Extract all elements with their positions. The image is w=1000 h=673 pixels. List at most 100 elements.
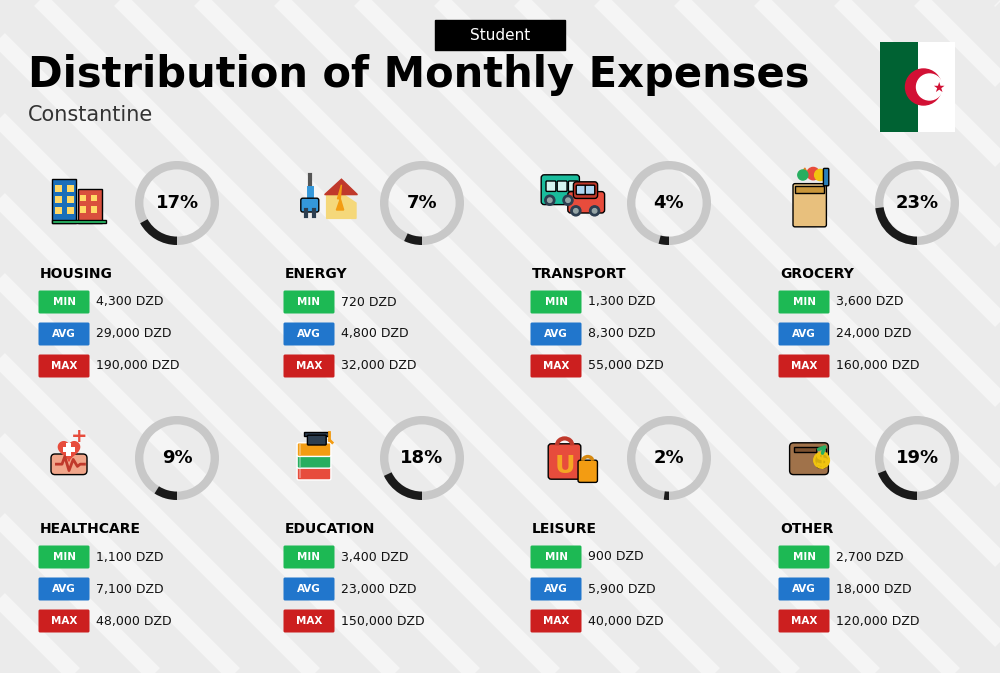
Bar bbox=[63, 448, 75, 452]
Bar bbox=[299, 468, 301, 479]
Text: AVG: AVG bbox=[792, 584, 816, 594]
FancyBboxPatch shape bbox=[284, 546, 334, 569]
Text: 190,000 DZD: 190,000 DZD bbox=[96, 359, 180, 372]
Text: 23,000 DZD: 23,000 DZD bbox=[341, 583, 416, 596]
Text: MAX: MAX bbox=[296, 616, 322, 626]
Wedge shape bbox=[659, 236, 669, 245]
Text: MIN: MIN bbox=[298, 552, 320, 562]
Wedge shape bbox=[875, 416, 959, 500]
FancyBboxPatch shape bbox=[530, 322, 582, 345]
Text: 7%: 7% bbox=[407, 194, 437, 212]
Text: AVG: AVG bbox=[297, 329, 321, 339]
Text: Student: Student bbox=[470, 28, 530, 42]
Circle shape bbox=[571, 206, 581, 216]
FancyBboxPatch shape bbox=[573, 182, 598, 199]
FancyBboxPatch shape bbox=[817, 448, 826, 468]
FancyBboxPatch shape bbox=[304, 432, 329, 436]
Text: 900 DZD: 900 DZD bbox=[588, 551, 644, 563]
Text: ★: ★ bbox=[932, 81, 945, 95]
FancyBboxPatch shape bbox=[52, 179, 76, 223]
FancyBboxPatch shape bbox=[530, 610, 582, 633]
FancyBboxPatch shape bbox=[78, 189, 102, 223]
FancyBboxPatch shape bbox=[38, 322, 90, 345]
Bar bbox=[67, 207, 74, 214]
Text: ENERGY: ENERGY bbox=[285, 267, 348, 281]
Wedge shape bbox=[380, 416, 464, 500]
Bar bbox=[67, 196, 74, 203]
Wedge shape bbox=[664, 491, 669, 500]
Text: 24,000 DZD: 24,000 DZD bbox=[836, 328, 912, 341]
Circle shape bbox=[807, 168, 819, 180]
Polygon shape bbox=[327, 194, 356, 219]
Text: $: $ bbox=[814, 450, 829, 470]
Text: 19%: 19% bbox=[895, 449, 939, 467]
Circle shape bbox=[548, 198, 552, 203]
Text: EDUCATION: EDUCATION bbox=[285, 522, 375, 536]
FancyBboxPatch shape bbox=[793, 184, 826, 227]
Text: 29,000 DZD: 29,000 DZD bbox=[96, 328, 172, 341]
Circle shape bbox=[798, 170, 808, 180]
Text: 120,000 DZD: 120,000 DZD bbox=[836, 614, 920, 627]
Polygon shape bbox=[325, 179, 357, 194]
Text: AVG: AVG bbox=[544, 584, 568, 594]
Text: MAX: MAX bbox=[791, 361, 817, 371]
FancyBboxPatch shape bbox=[38, 291, 90, 314]
FancyBboxPatch shape bbox=[284, 322, 334, 345]
Text: 4,800 DZD: 4,800 DZD bbox=[341, 328, 409, 341]
Text: 3,400 DZD: 3,400 DZD bbox=[341, 551, 409, 563]
Text: AVG: AVG bbox=[297, 584, 321, 594]
FancyBboxPatch shape bbox=[778, 355, 830, 378]
Bar bbox=[918, 42, 955, 132]
FancyBboxPatch shape bbox=[557, 181, 567, 191]
Text: 8,300 DZD: 8,300 DZD bbox=[588, 328, 656, 341]
Text: MIN: MIN bbox=[792, 552, 816, 562]
Text: MAX: MAX bbox=[543, 616, 569, 626]
Text: MIN: MIN bbox=[792, 297, 816, 307]
Text: 48,000 DZD: 48,000 DZD bbox=[96, 614, 172, 627]
Text: 150,000 DZD: 150,000 DZD bbox=[341, 614, 425, 627]
Text: 9%: 9% bbox=[162, 449, 192, 467]
Wedge shape bbox=[627, 161, 711, 245]
Wedge shape bbox=[627, 416, 711, 500]
Text: HEALTHCARE: HEALTHCARE bbox=[40, 522, 141, 536]
Text: MIN: MIN bbox=[52, 552, 76, 562]
Polygon shape bbox=[336, 185, 344, 210]
Text: GROCERY: GROCERY bbox=[780, 267, 854, 281]
FancyBboxPatch shape bbox=[530, 546, 582, 569]
Text: 160,000 DZD: 160,000 DZD bbox=[836, 359, 920, 372]
Text: MAX: MAX bbox=[791, 616, 817, 626]
Circle shape bbox=[566, 198, 570, 203]
Text: 18%: 18% bbox=[400, 449, 444, 467]
FancyBboxPatch shape bbox=[823, 168, 829, 186]
Text: 720 DZD: 720 DZD bbox=[341, 295, 397, 308]
FancyBboxPatch shape bbox=[568, 181, 578, 191]
Bar bbox=[80, 207, 86, 213]
Circle shape bbox=[592, 209, 597, 213]
Text: 18,000 DZD: 18,000 DZD bbox=[836, 583, 912, 596]
Text: 5,900 DZD: 5,900 DZD bbox=[588, 583, 656, 596]
FancyBboxPatch shape bbox=[530, 355, 582, 378]
FancyBboxPatch shape bbox=[301, 199, 319, 212]
Text: MAX: MAX bbox=[51, 361, 77, 371]
Text: 1,300 DZD: 1,300 DZD bbox=[588, 295, 656, 308]
Circle shape bbox=[916, 74, 942, 100]
Wedge shape bbox=[140, 219, 177, 245]
Wedge shape bbox=[384, 472, 422, 500]
Wedge shape bbox=[875, 207, 917, 245]
Bar bbox=[55, 185, 62, 192]
Text: MAX: MAX bbox=[51, 616, 77, 626]
Text: 3,600 DZD: 3,600 DZD bbox=[836, 295, 904, 308]
FancyBboxPatch shape bbox=[51, 454, 87, 474]
Polygon shape bbox=[58, 441, 80, 461]
FancyBboxPatch shape bbox=[284, 291, 334, 314]
FancyBboxPatch shape bbox=[284, 610, 334, 633]
Wedge shape bbox=[154, 487, 177, 500]
Wedge shape bbox=[135, 161, 219, 245]
FancyBboxPatch shape bbox=[794, 447, 824, 452]
FancyBboxPatch shape bbox=[576, 185, 586, 194]
Text: 23%: 23% bbox=[895, 194, 939, 212]
Text: AVG: AVG bbox=[52, 584, 76, 594]
FancyBboxPatch shape bbox=[795, 186, 824, 192]
Text: +: + bbox=[71, 427, 87, 446]
Text: AVG: AVG bbox=[52, 329, 76, 339]
